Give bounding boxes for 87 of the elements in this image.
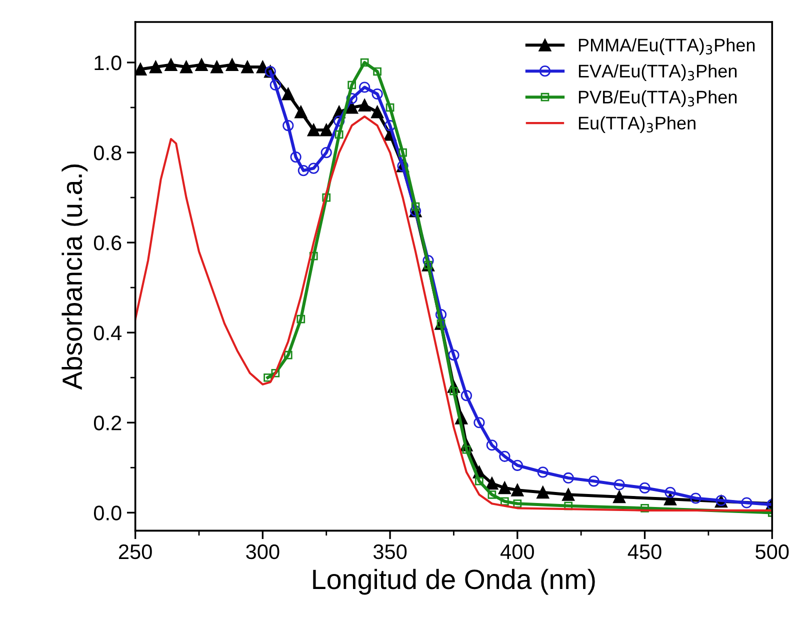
x-tick-label: 250 xyxy=(118,544,152,560)
point xyxy=(346,92,358,104)
point xyxy=(398,148,407,157)
point xyxy=(498,482,511,494)
legend-label: PVB/Eu(TTA)$_{3}$Phen xyxy=(578,90,737,108)
point xyxy=(741,497,752,508)
point xyxy=(562,488,575,501)
point xyxy=(358,99,371,112)
point xyxy=(180,60,193,74)
y-tick-label: 0.2 xyxy=(94,416,122,430)
point xyxy=(359,82,370,93)
point xyxy=(564,502,573,510)
point xyxy=(486,440,498,451)
x-tick-label: 500 xyxy=(756,544,789,560)
legend-label: PMMA/Eu(TTA)$_{3}$Phen xyxy=(578,38,755,56)
point xyxy=(448,350,460,361)
point xyxy=(309,252,318,260)
point xyxy=(271,368,280,378)
point xyxy=(360,58,369,67)
point xyxy=(614,479,625,490)
point xyxy=(270,79,281,91)
point xyxy=(537,466,548,478)
point xyxy=(512,460,523,471)
point xyxy=(334,130,344,139)
point xyxy=(210,60,224,74)
point xyxy=(562,472,574,484)
point xyxy=(322,193,331,202)
point xyxy=(298,164,309,176)
point xyxy=(371,106,384,118)
point xyxy=(226,58,238,71)
point xyxy=(372,88,383,100)
point xyxy=(282,88,294,100)
point xyxy=(462,445,471,454)
point xyxy=(639,482,650,494)
point xyxy=(373,67,382,76)
point xyxy=(511,484,524,496)
point xyxy=(346,101,358,114)
y-axis-title: Absorbancia (u.a.) xyxy=(62,164,88,390)
point xyxy=(690,492,702,504)
point xyxy=(386,103,394,112)
point xyxy=(195,58,208,71)
point xyxy=(640,504,649,512)
point xyxy=(488,490,496,499)
point xyxy=(149,60,162,74)
point xyxy=(664,486,676,498)
point xyxy=(486,477,498,490)
point xyxy=(588,476,600,487)
x-axis-title: Longitud de Onda (nm) xyxy=(313,568,595,595)
x-tick-label: 350 xyxy=(373,544,407,560)
point xyxy=(348,80,356,90)
y-tick-label: 0.6 xyxy=(94,236,122,250)
point xyxy=(422,255,434,266)
point xyxy=(460,390,472,402)
point xyxy=(294,106,308,118)
legend-label: Eu(TTA)$_{3}$Phen xyxy=(578,116,696,134)
point xyxy=(284,350,292,360)
y-tick-label: 0.0 xyxy=(94,506,122,520)
point xyxy=(320,124,333,136)
point xyxy=(411,202,420,211)
point xyxy=(499,450,510,462)
point xyxy=(500,497,509,506)
x-tick-label: 400 xyxy=(500,544,534,560)
point xyxy=(164,58,178,71)
y-tick-label: 1.0 xyxy=(94,55,122,70)
point xyxy=(290,151,302,163)
point xyxy=(320,146,332,158)
point xyxy=(435,309,447,320)
point xyxy=(296,314,306,324)
legend-label: EVA/Eu(TTA)$_{3}$Phen xyxy=(578,64,737,82)
point xyxy=(536,486,550,499)
point xyxy=(264,373,272,382)
point xyxy=(613,490,626,504)
x-tick-label: 450 xyxy=(628,544,662,560)
point xyxy=(475,476,484,486)
point xyxy=(282,120,294,132)
point xyxy=(474,417,485,428)
point xyxy=(334,115,345,127)
point xyxy=(307,124,320,136)
y-tick-label: 0.4 xyxy=(94,326,122,340)
point xyxy=(664,492,676,506)
point xyxy=(241,60,254,74)
point xyxy=(135,62,147,76)
point xyxy=(513,499,522,508)
point xyxy=(308,162,320,174)
point xyxy=(450,386,458,396)
x-tick-label: 300 xyxy=(246,544,280,560)
y-tick-label: 0.8 xyxy=(94,146,122,160)
